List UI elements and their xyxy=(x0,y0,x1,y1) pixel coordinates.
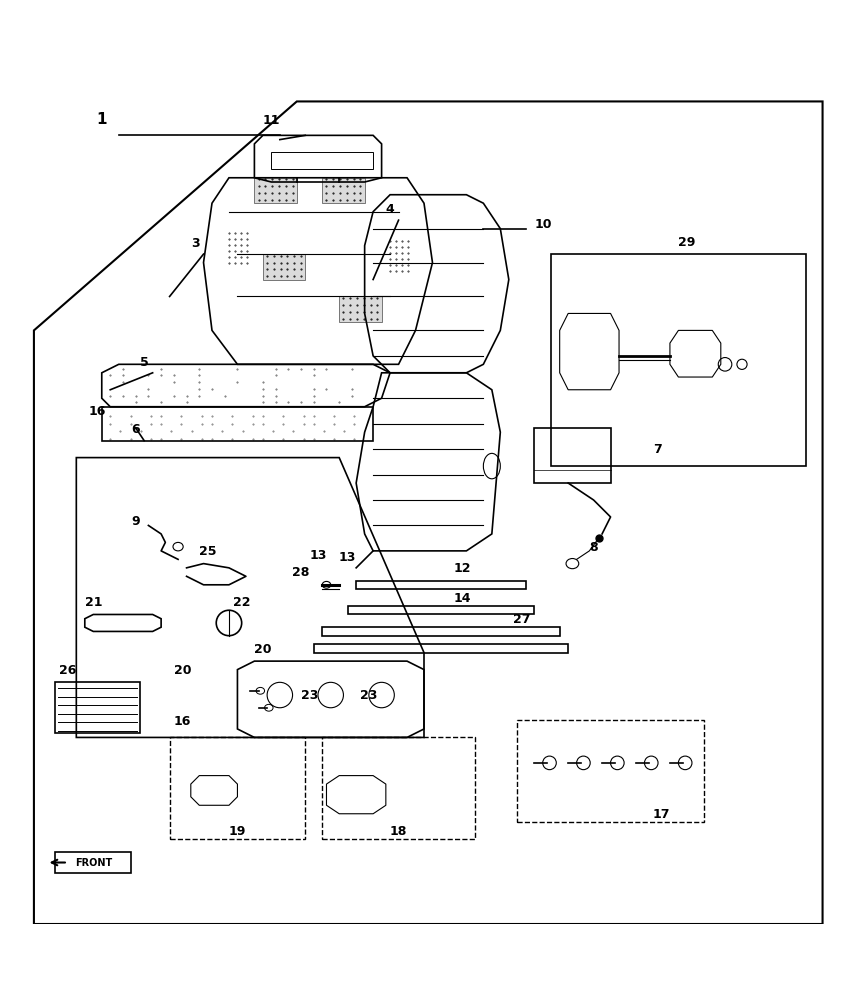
Text: 29: 29 xyxy=(678,236,695,249)
Text: 9: 9 xyxy=(131,515,140,528)
Bar xyxy=(551,254,806,466)
Text: 3: 3 xyxy=(191,237,199,250)
Text: 23: 23 xyxy=(360,689,377,702)
Bar xyxy=(517,720,704,822)
Text: 1: 1 xyxy=(97,112,107,127)
Text: 8: 8 xyxy=(589,541,598,554)
Text: 14: 14 xyxy=(454,592,471,605)
Text: 22: 22 xyxy=(233,596,251,609)
Text: 4: 4 xyxy=(386,203,394,216)
Text: 20: 20 xyxy=(254,643,271,656)
Bar xyxy=(339,296,382,322)
Text: 17: 17 xyxy=(653,808,670,821)
Bar xyxy=(322,178,365,203)
Bar xyxy=(263,254,305,280)
Text: 26: 26 xyxy=(59,664,76,677)
Text: 23: 23 xyxy=(301,689,318,702)
Text: 21: 21 xyxy=(85,596,102,609)
Text: 5: 5 xyxy=(140,356,148,369)
Text: 18: 18 xyxy=(390,825,407,838)
Bar xyxy=(254,178,297,203)
Text: 27: 27 xyxy=(513,613,530,626)
Text: 13: 13 xyxy=(310,549,326,562)
Text: 10: 10 xyxy=(534,218,552,231)
Text: 12: 12 xyxy=(454,562,471,575)
Bar xyxy=(322,737,475,839)
Text: 28: 28 xyxy=(293,566,310,579)
Text: 6: 6 xyxy=(131,423,140,436)
Bar xyxy=(170,737,305,839)
Text: 7: 7 xyxy=(653,443,661,456)
Text: 19: 19 xyxy=(229,825,246,838)
Text: 16: 16 xyxy=(174,715,191,728)
Text: FRONT: FRONT xyxy=(75,858,112,868)
Text: 13: 13 xyxy=(339,551,356,564)
Text: 11: 11 xyxy=(263,114,280,127)
Text: 25: 25 xyxy=(199,545,216,558)
Bar xyxy=(534,428,611,483)
Text: 20: 20 xyxy=(174,664,191,677)
Text: 16: 16 xyxy=(89,405,106,418)
